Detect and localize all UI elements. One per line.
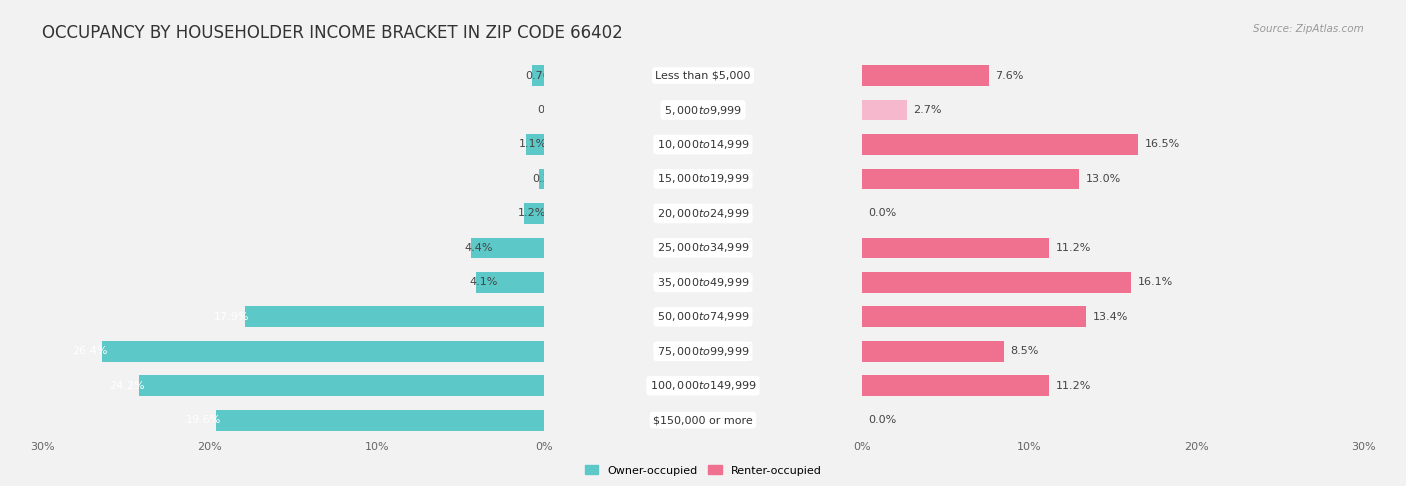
Text: 0.0%: 0.0% bbox=[869, 415, 897, 425]
Text: $5,000 to $9,999: $5,000 to $9,999 bbox=[664, 104, 742, 117]
Bar bbox=[0, 58, 544, 93]
Bar bbox=[526, 134, 544, 155]
Bar bbox=[544, 196, 1406, 231]
Text: 11.2%: 11.2% bbox=[1056, 381, 1091, 391]
Text: 0.33%: 0.33% bbox=[533, 174, 568, 184]
Text: $35,000 to $49,999: $35,000 to $49,999 bbox=[657, 276, 749, 289]
Bar bbox=[862, 341, 1004, 362]
Legend: Owner-occupied, Renter-occupied: Owner-occupied, Renter-occupied bbox=[585, 465, 821, 476]
Text: $50,000 to $74,999: $50,000 to $74,999 bbox=[657, 310, 749, 323]
Bar bbox=[862, 272, 1130, 293]
Text: $100,000 to $149,999: $100,000 to $149,999 bbox=[650, 379, 756, 392]
Bar bbox=[862, 65, 988, 86]
Text: Less than $5,000: Less than $5,000 bbox=[655, 70, 751, 81]
Bar bbox=[0, 196, 544, 231]
Text: 2.7%: 2.7% bbox=[914, 105, 942, 115]
Text: 16.1%: 16.1% bbox=[1137, 278, 1173, 287]
Bar bbox=[0, 265, 862, 299]
Bar bbox=[0, 403, 862, 437]
Bar bbox=[544, 403, 1406, 437]
Text: OCCUPANCY BY HOUSEHOLDER INCOME BRACKET IN ZIP CODE 66402: OCCUPANCY BY HOUSEHOLDER INCOME BRACKET … bbox=[42, 24, 623, 42]
Bar bbox=[245, 307, 544, 327]
Bar bbox=[103, 341, 544, 362]
Bar bbox=[544, 265, 1406, 299]
Bar bbox=[0, 368, 862, 403]
Text: 1.2%: 1.2% bbox=[517, 208, 546, 218]
Bar bbox=[0, 368, 544, 403]
Bar bbox=[862, 134, 1137, 155]
Bar bbox=[544, 368, 1406, 403]
Text: 13.0%: 13.0% bbox=[1085, 174, 1121, 184]
Text: 19.6%: 19.6% bbox=[186, 415, 221, 425]
Bar bbox=[475, 272, 544, 293]
Bar bbox=[531, 65, 544, 86]
Text: 4.1%: 4.1% bbox=[470, 278, 498, 287]
Bar bbox=[0, 299, 544, 334]
Bar bbox=[538, 169, 544, 189]
Bar bbox=[0, 58, 862, 93]
Bar bbox=[0, 196, 862, 231]
Text: 7.6%: 7.6% bbox=[995, 70, 1024, 81]
Bar bbox=[0, 403, 544, 437]
Text: 8.5%: 8.5% bbox=[1011, 346, 1039, 356]
Bar bbox=[544, 299, 1406, 334]
Text: 13.4%: 13.4% bbox=[1092, 312, 1128, 322]
Text: 26.4%: 26.4% bbox=[72, 346, 107, 356]
Text: 11.2%: 11.2% bbox=[1056, 243, 1091, 253]
Text: 0.0%: 0.0% bbox=[537, 105, 567, 115]
Bar bbox=[544, 127, 1406, 162]
Bar bbox=[0, 231, 862, 265]
Bar bbox=[544, 93, 1406, 127]
Bar bbox=[0, 231, 544, 265]
Bar bbox=[0, 299, 862, 334]
Bar bbox=[0, 334, 862, 368]
Text: 17.9%: 17.9% bbox=[214, 312, 250, 322]
Text: Source: ZipAtlas.com: Source: ZipAtlas.com bbox=[1253, 24, 1364, 35]
Text: $20,000 to $24,999: $20,000 to $24,999 bbox=[657, 207, 749, 220]
Text: $75,000 to $99,999: $75,000 to $99,999 bbox=[657, 345, 749, 358]
Text: 0.0%: 0.0% bbox=[869, 208, 897, 218]
Text: 24.2%: 24.2% bbox=[108, 381, 145, 391]
Bar bbox=[862, 100, 907, 121]
Bar bbox=[544, 58, 1406, 93]
Bar bbox=[0, 162, 862, 196]
Bar bbox=[862, 238, 1049, 258]
Text: $25,000 to $34,999: $25,000 to $34,999 bbox=[657, 242, 749, 254]
Bar bbox=[862, 375, 1049, 396]
Bar bbox=[0, 93, 862, 127]
Text: 0.76%: 0.76% bbox=[524, 70, 561, 81]
Bar bbox=[544, 334, 1406, 368]
Bar bbox=[544, 162, 1406, 196]
Bar bbox=[862, 307, 1085, 327]
Bar bbox=[0, 127, 544, 162]
Bar bbox=[0, 127, 862, 162]
Bar bbox=[139, 375, 544, 396]
Text: $15,000 to $19,999: $15,000 to $19,999 bbox=[657, 173, 749, 186]
Text: $150,000 or more: $150,000 or more bbox=[654, 415, 752, 425]
Bar bbox=[0, 334, 544, 368]
Text: 1.1%: 1.1% bbox=[519, 139, 547, 150]
Text: $10,000 to $14,999: $10,000 to $14,999 bbox=[657, 138, 749, 151]
Bar bbox=[524, 203, 544, 224]
Bar bbox=[471, 238, 544, 258]
Text: 4.4%: 4.4% bbox=[464, 243, 492, 253]
Text: 16.5%: 16.5% bbox=[1144, 139, 1180, 150]
Bar bbox=[217, 410, 544, 431]
Bar bbox=[0, 93, 544, 127]
Bar bbox=[0, 162, 544, 196]
Bar bbox=[0, 265, 544, 299]
Bar bbox=[544, 231, 1406, 265]
Bar bbox=[862, 169, 1080, 189]
